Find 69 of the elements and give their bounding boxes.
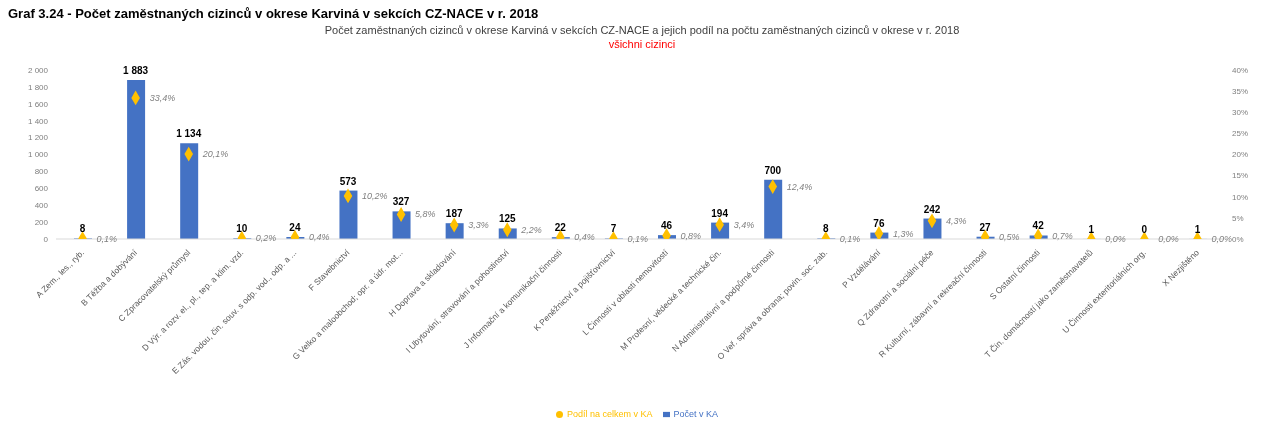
data-label: 700 xyxy=(764,164,782,176)
y-tick-label: 2 000 xyxy=(27,65,49,75)
data-label: 0,0% xyxy=(1158,234,1179,244)
data-label: 1,3% xyxy=(892,228,914,239)
data-label: 0,8% xyxy=(680,230,702,241)
data-label: 7 xyxy=(610,223,617,235)
data-label: 0,5% xyxy=(999,231,1020,242)
y2-tick-label: 5% xyxy=(1232,213,1244,223)
data-label: 125 xyxy=(498,213,517,225)
data-label: 42 xyxy=(1032,220,1045,232)
data-label: 24 xyxy=(289,221,301,233)
data-label: 242 xyxy=(923,203,941,215)
chart-title: Počet zaměstnaných cizinců v okrese Karviná v sekcích CZ-NACE a jejich podíl na počtu zaměstnaných cizinců v okrese v r. 2018 xyxy=(323,24,961,36)
data-label: 0,1% xyxy=(96,233,118,244)
text: Graf 3.24 - Počet zaměstnaných cizinců v okrese Karviná v sekcích CZ-NACE v r. 2018 xyxy=(8,6,539,21)
data-label: 573 xyxy=(339,175,357,187)
data-label: 22 xyxy=(554,222,567,234)
data-label: 0 xyxy=(1141,224,1148,235)
y2-tick-label: 35% xyxy=(1232,86,1249,96)
y2-tick-label: 25% xyxy=(1232,129,1249,139)
y2-tick-label: 0% xyxy=(1232,234,1244,244)
data-label: 194 xyxy=(711,207,729,219)
data-label: 0,0% xyxy=(1211,234,1232,244)
y-tick-label: 1 000 xyxy=(27,150,49,160)
chart-subtitle: všichni cizinci xyxy=(607,38,677,50)
data-label: 0,1% xyxy=(839,233,861,244)
y2-tick-label: 40% xyxy=(1232,65,1249,75)
data-label: 1 883 xyxy=(123,64,149,76)
data-label: 187 xyxy=(445,208,463,220)
y-tick-label: 400 xyxy=(34,201,49,211)
y2-tick-label: 30% xyxy=(1232,108,1249,118)
data-label: 20,1% xyxy=(201,149,229,160)
data-label: 10,2% xyxy=(362,190,388,201)
data-label: 46 xyxy=(660,220,673,232)
data-label: 10 xyxy=(236,223,248,235)
y-tick-label: 200 xyxy=(34,217,49,227)
data-label: 0,2% xyxy=(255,233,277,244)
data-label: 8 xyxy=(79,223,86,235)
data-label: 12,4% xyxy=(786,181,813,192)
y-tick-label: 800 xyxy=(34,167,49,177)
y2-tick-label: 15% xyxy=(1232,171,1249,181)
data-label: 1 xyxy=(1194,223,1201,235)
data-label: 3,3% xyxy=(468,220,489,231)
data-label: 0,4% xyxy=(308,232,330,243)
y-tick-label: 1 800 xyxy=(27,82,49,92)
data-label: 1 134 xyxy=(176,128,202,140)
data-label: 33,4% xyxy=(149,92,176,103)
data-label: 3,4% xyxy=(733,219,755,230)
data-label: 27 xyxy=(979,221,992,233)
y-tick-label: 1 400 xyxy=(27,116,49,126)
data-label: 2,2% xyxy=(520,224,542,235)
y-tick-label: 600 xyxy=(34,184,49,194)
data-label: 0,7% xyxy=(1052,231,1073,242)
legend-label: Počet v KA xyxy=(673,409,719,419)
data-label: 0,0% xyxy=(1105,234,1126,244)
y-tick-label: 1 600 xyxy=(27,99,49,109)
data-label: 4,3% xyxy=(946,215,967,226)
legend-label: Podíl na celkem v KA xyxy=(566,409,653,419)
data-label: 327 xyxy=(392,196,410,208)
data-label: 0,4% xyxy=(574,232,595,243)
data-label: 5,8% xyxy=(415,209,436,220)
data-label: 76 xyxy=(873,217,885,229)
y-tick-label: 0 xyxy=(43,234,49,244)
y-tick-label: 1 200 xyxy=(27,133,49,143)
data-label: 8 xyxy=(823,223,830,235)
data-label: 0,1% xyxy=(627,233,648,244)
y2-tick-label: 20% xyxy=(1232,150,1249,160)
data-label: 1 xyxy=(1088,223,1095,235)
y2-tick-label: 10% xyxy=(1232,192,1249,202)
